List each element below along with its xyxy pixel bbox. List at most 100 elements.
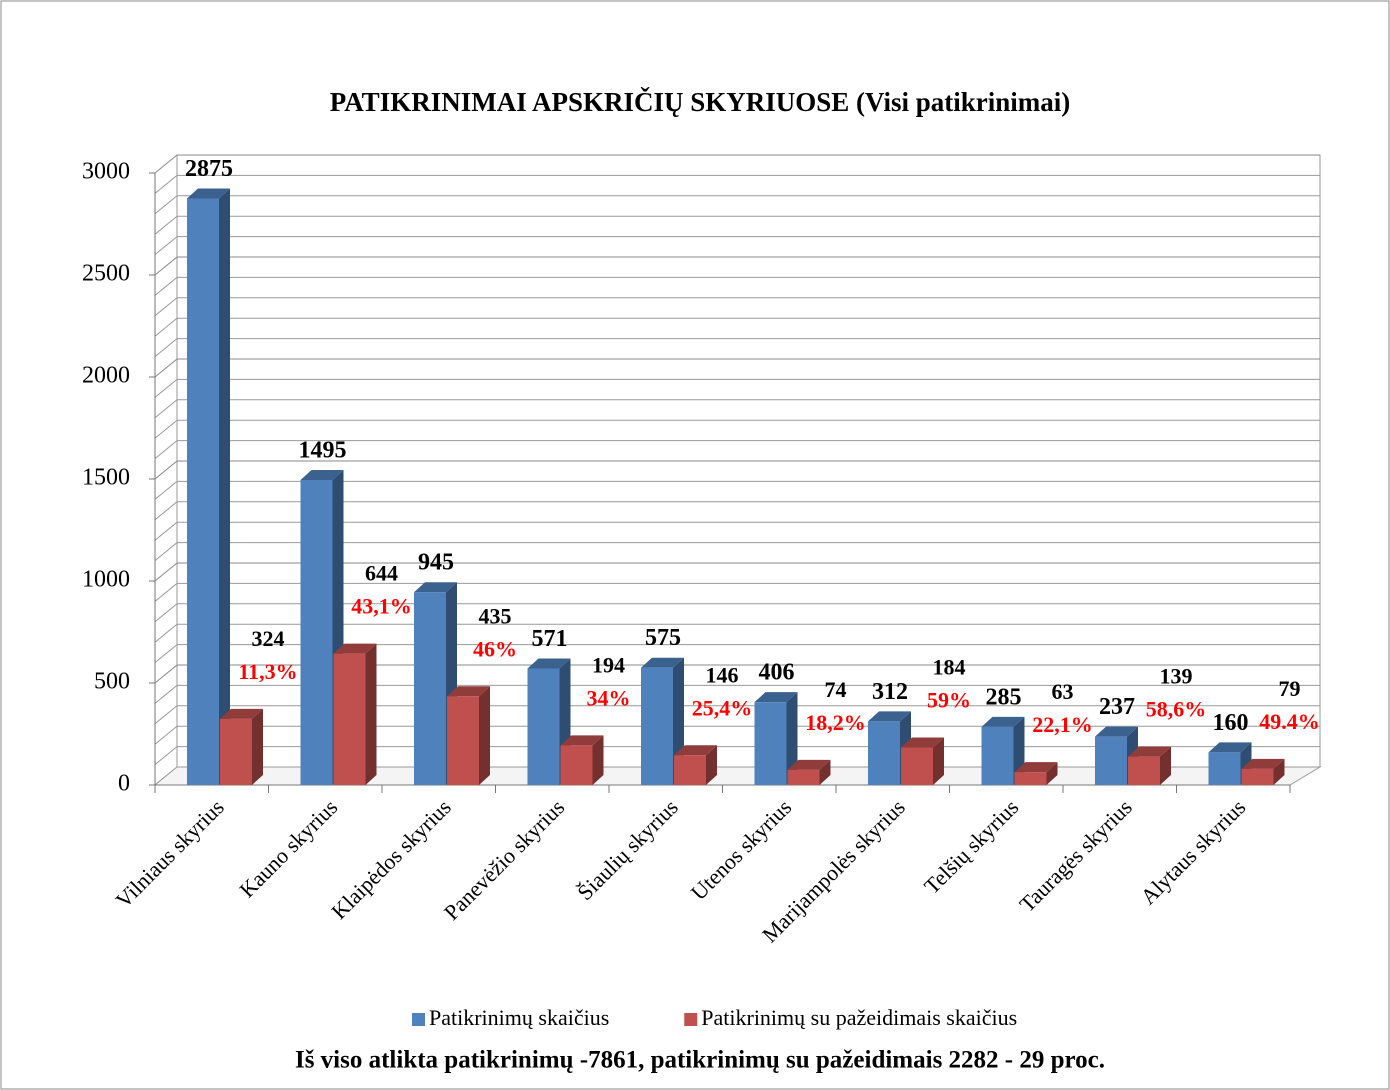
grid-line [154,664,1320,684]
percent-label: 49.4% [1259,709,1320,734]
bar-face [786,692,798,785]
percent-label: 58,6% [1146,697,1207,722]
bar-face [901,737,944,748]
bar-face [414,592,446,785]
value-label: 74 [825,677,847,702]
value-label: 285 [986,684,1022,710]
grid-line [154,154,1320,174]
bar-face [868,711,911,722]
y-tick-label: 2000 [82,363,130,389]
grid-line [154,501,1320,521]
bar-face [220,708,263,719]
value-label: 63 [1052,679,1074,704]
grid-line [154,603,1320,623]
bar-face [527,658,571,669]
bar-face [674,755,706,785]
bar [220,708,263,785]
bar-face [300,480,333,785]
grid-line [154,644,1320,663]
grid-line [154,521,1320,541]
bar [1014,762,1058,785]
grid-line [154,174,1320,194]
bar-face [219,188,230,785]
value-label: 406 [759,660,795,686]
grid-line [154,562,1320,582]
grid-line [154,195,1320,215]
value-label: 194 [592,652,625,677]
percent-label: 18,2% [805,710,866,735]
grid-line [154,338,1320,357]
grid-line [154,358,1320,378]
bar-face [592,735,604,785]
value-label: 312 [872,679,908,705]
bar-face [1095,736,1127,785]
grid-line [154,378,1320,398]
value-label: 79 [1279,676,1301,701]
bar-face [187,198,219,785]
note: Iš viso atlikta patikrinimų -7861, patik… [295,1047,1105,1074]
grid-line [154,684,1320,704]
y-tick-label: 3000 [82,159,130,185]
bar-face [901,747,933,785]
value-label: 644 [365,561,398,586]
grid-line [154,317,1320,337]
bar-face [220,718,252,785]
percent-label: 34% [587,685,631,710]
bar [674,745,717,785]
bar-face [300,470,344,481]
bar-face [641,667,673,785]
percent-label: 59% [927,688,971,713]
bar-face [1128,746,1171,757]
grid-line [154,399,1320,419]
value-label: 1495 [299,438,347,464]
grid-line [154,215,1320,235]
y-tick-label: 2500 [82,261,130,287]
grid-line [154,297,1320,317]
bar-face [641,657,684,668]
bar-face [365,643,377,785]
bar-face [754,702,787,785]
grid-line [154,460,1320,480]
bar-face [819,759,831,785]
bar-face [333,643,377,654]
bar-face [1128,756,1160,785]
bar-face [1014,762,1058,773]
bar-face [187,188,230,199]
percent-label: 22,1% [1032,712,1093,737]
grid-line [154,276,1320,296]
bar [447,686,490,785]
percent-label: 46% [473,636,517,661]
value-label: 184 [933,655,966,680]
grid-line [154,440,1320,459]
bar-face [1208,752,1241,785]
bar-face [1095,726,1138,737]
grid-line [154,725,1320,745]
grid-line [154,582,1320,602]
bar [901,737,944,785]
bar-face [560,745,593,785]
bar-face [1208,742,1252,753]
value-label: 2875 [185,156,233,182]
grid-line [154,236,1320,255]
legend-swatch [684,1013,698,1026]
percent-label: 11,3% [238,659,297,684]
grid-line [154,419,1320,439]
bar-face [674,745,717,756]
bar-face [252,708,263,785]
value-label: 324 [252,626,285,651]
value-label: 945 [418,550,454,576]
bar [187,188,230,785]
bar-face [754,692,798,703]
percent-label: 43,1% [351,594,412,619]
bar-face [1014,772,1047,785]
legend-swatch [412,1013,425,1026]
legend-label: Patikrinimų su pažeidimais skaičius [701,1005,1017,1030]
grid-line [154,705,1320,725]
value-label: 160 [1213,710,1249,736]
y-tick-label: 0 [118,771,130,797]
bar-face [787,769,820,785]
grid-line [154,542,1320,561]
grid-line [154,256,1320,276]
bar-face [560,735,604,746]
